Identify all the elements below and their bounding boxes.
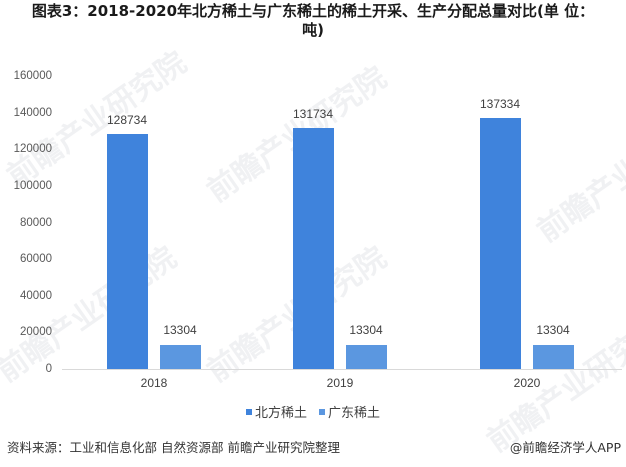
bar-guangdong-2018: [160, 345, 201, 369]
y-tick: 60000: [20, 253, 52, 265]
data-label: 13304: [163, 323, 197, 337]
watermark: 前瞻产业研究院: [530, 100, 626, 250]
x-tick: 2018: [140, 376, 168, 390]
credit-note: @前瞻经济学人APP: [509, 440, 621, 455]
legend-label: 北方稀土: [254, 406, 307, 421]
legend-swatch-icon: [319, 408, 325, 415]
y-tick: 120000: [13, 143, 52, 155]
chart-title-line2: 吨): [302, 21, 324, 39]
source-note: 资料来源：工业和信息化部 自然资源部 前瞻产业研究院整理: [7, 440, 340, 455]
bar-guangdong-2020: [533, 345, 574, 369]
legend-item-north: 北方稀土: [245, 402, 307, 421]
chart-legend: 北方稀土 广东稀土: [0, 402, 626, 421]
legend-swatch-icon: [245, 408, 252, 415]
x-tick: 2020: [513, 376, 541, 390]
bar-north-2020: [480, 118, 521, 369]
legend-label: 广东稀土: [328, 406, 381, 421]
data-label: 13304: [536, 323, 570, 337]
y-tick: 100000: [13, 180, 52, 192]
data-label: 128734: [106, 113, 148, 127]
y-tick: 40000: [20, 290, 52, 302]
chart-title-line1: 图表3：2018-2020年北方稀土与广东稀土的稀土开采、生产分配总量对比(单 …: [31, 2, 595, 20]
y-tick: 20000: [20, 326, 52, 338]
chart-title: 图表3：2018-2020年北方稀土与广东稀土的稀土开采、生产分配总量对比(单 …: [0, 2, 626, 40]
bar-guangdong-2019: [346, 345, 387, 369]
data-label: 13304: [349, 323, 383, 337]
bar-north-2019: [293, 128, 334, 369]
data-label: 137334: [479, 97, 521, 111]
y-tick: 140000: [13, 107, 52, 119]
y-tick: 160000: [13, 70, 52, 82]
y-tick: 0: [45, 363, 52, 375]
y-tick: 80000: [20, 217, 52, 229]
x-axis-line: [62, 369, 622, 370]
data-label: 131734: [292, 107, 334, 121]
x-tick: 2019: [326, 376, 354, 390]
bar-north-2018: [107, 134, 148, 369]
legend-item-guangdong: 广东稀土: [319, 402, 380, 421]
